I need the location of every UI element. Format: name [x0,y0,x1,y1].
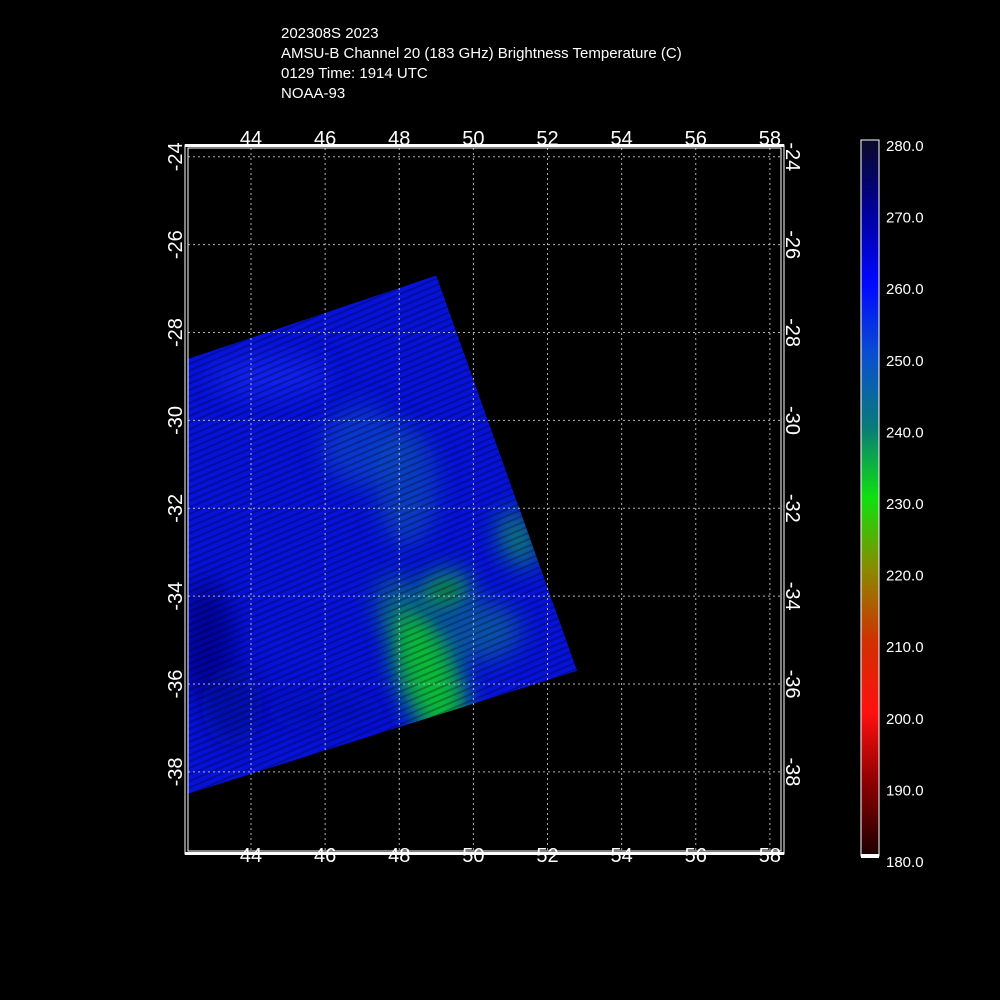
lon-label-top-52: 52 [536,128,558,150]
lat-label-right--30: -30 [781,406,803,435]
swath-layer [188,275,578,794]
lat-label-right--24: -24 [781,142,803,171]
lon-label-bottom-46: 46 [314,845,336,867]
colorbar-label-240.0: 240.0 [886,424,924,441]
lat-lon-grid [188,148,781,851]
lat-label-left--28: -28 [165,318,187,347]
lon-label-bottom-58: 58 [759,845,781,867]
lat-label-right--28: -28 [781,318,803,347]
lat-label-left--38: -38 [165,757,187,786]
lat-label-right--34: -34 [781,582,803,611]
colorbar-bottom-cap [861,854,879,858]
lat-label-left--36: -36 [165,670,187,699]
lon-label-bottom-48: 48 [388,845,410,867]
colorbar-gradient [860,139,880,857]
lon-label-top-50: 50 [462,128,484,150]
colorbar-label-190.0: 190.0 [886,782,924,799]
colorbar-label-200.0: 200.0 [886,711,924,728]
lon-label-top-58: 58 [759,128,781,150]
frame-bottom-band [185,852,784,855]
lat-label-right--38: -38 [781,757,803,786]
title-line-storm: 202308S 2023 [281,25,379,42]
lon-label-bottom-56: 56 [685,845,707,867]
map-frame [184,144,785,855]
lon-label-top-48: 48 [388,128,410,150]
lat-label-right--36: -36 [781,670,803,699]
lon-label-bottom-52: 52 [536,845,558,867]
lat-label-left--24: -24 [165,142,187,171]
lat-label-left--34: -34 [165,582,187,611]
lat-label-right--26: -26 [781,230,803,259]
swath-scanlines [188,275,578,794]
lat-label-right--32: -32 [781,494,803,523]
lon-label-bottom-44: 44 [240,845,262,867]
lat-label-left--32: -32 [165,494,187,523]
colorbar-label-210.0: 210.0 [886,639,924,656]
lon-label-top-54: 54 [611,128,633,150]
colorbar-label-180.0: 180.0 [886,854,924,871]
lon-label-top-56: 56 [685,128,707,150]
title-line-channel: AMSU-B Channel 20 (183 GHz) Brightness T… [281,45,682,62]
lon-label-bottom-54: 54 [611,845,633,867]
title-line-satellite: NOAA-93 [281,85,346,102]
colorbar-label-260.0: 260.0 [886,281,924,298]
title-line-time: 0129 Time: 1914 UTC [281,65,428,82]
lon-label-top-44: 44 [240,128,262,150]
colorbar-label-280.0: 280.0 [886,138,924,155]
map-title-block: 202308S 2023 AMSU-B Channel 20 (183 GHz)… [281,24,682,104]
colorbar-label-220.0: 220.0 [886,568,924,585]
frame-inner [187,147,782,852]
colorbar-label-270.0: 270.0 [886,210,924,227]
colorbar-label-250.0: 250.0 [886,353,924,370]
frame-top-band [185,144,784,147]
lat-label-left--26: -26 [165,230,187,259]
colorbar-label-230.0: 230.0 [886,496,924,513]
lon-label-top-46: 46 [314,128,336,150]
lat-label-left--30: -30 [165,406,187,435]
lon-label-bottom-50: 50 [462,845,484,867]
colorbar: 280.0 270.0 260.0 250.0 240.0 230.0 220.0 210.0… [860,138,924,871]
